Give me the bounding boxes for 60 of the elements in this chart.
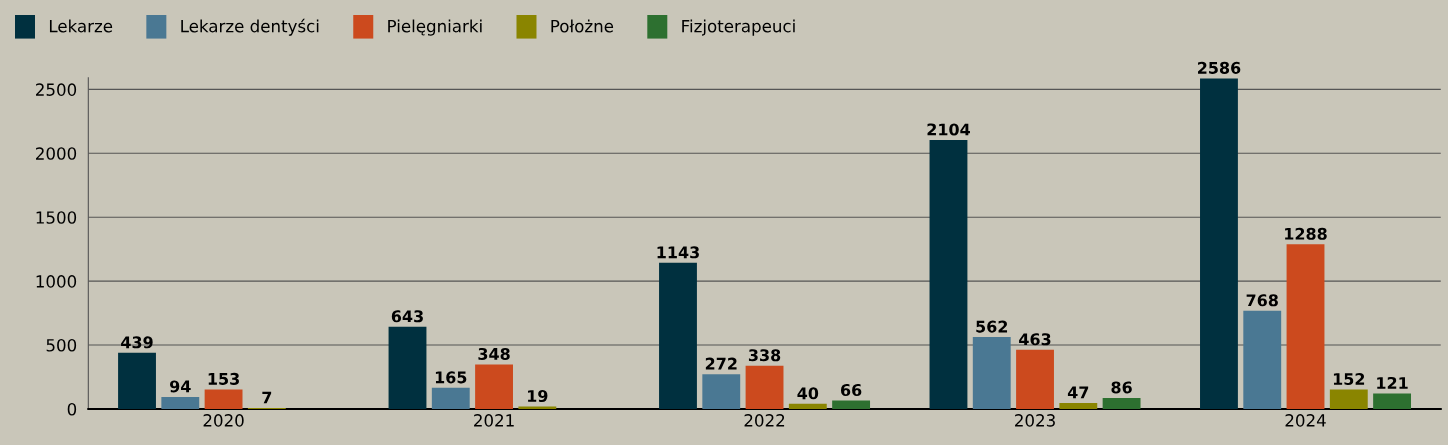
bar	[1373, 393, 1412, 409]
data-label: 348	[478, 347, 510, 360]
data-label: 768	[1246, 294, 1278, 307]
data-label: 2586	[1198, 61, 1241, 74]
bar	[1329, 389, 1368, 409]
bar	[745, 365, 784, 409]
y-tick-label: 1000	[36, 275, 77, 288]
bar	[972, 337, 1011, 409]
data-label: 1143	[657, 246, 699, 259]
data-label: 439	[121, 336, 153, 349]
x-tick-label: 2020	[203, 414, 244, 427]
y-tick-label: 500	[46, 339, 77, 352]
bar	[388, 326, 427, 409]
bar	[1016, 349, 1054, 409]
bar	[118, 352, 156, 409]
legend-label: Fizjoterapeuci	[682, 19, 795, 36]
bar	[788, 403, 827, 409]
bar	[1059, 402, 1098, 409]
bar	[475, 364, 513, 409]
x-tick-label: 2022	[744, 414, 785, 427]
y-tick-label: 2500	[36, 83, 77, 96]
data-label: 153	[208, 372, 239, 385]
bar	[204, 389, 243, 409]
bar	[702, 374, 741, 409]
data-label: 94	[170, 380, 191, 393]
bar	[929, 140, 968, 409]
data-label: 272	[705, 357, 737, 370]
bar	[1200, 78, 1238, 409]
x-tick-label: 2021	[474, 414, 514, 427]
data-label: 2104	[927, 123, 970, 136]
legend-label: Lekarze dentyści	[181, 18, 319, 36]
data-label: 562	[976, 320, 1008, 333]
bar	[431, 387, 470, 409]
legend-label: Lekarze	[49, 19, 113, 33]
data-label: 643	[391, 310, 423, 323]
bar	[161, 396, 200, 409]
data-label: 1288	[1285, 227, 1327, 240]
y-tick-label: 2000	[36, 147, 77, 160]
bar	[832, 400, 871, 409]
data-label: 152	[1333, 372, 1365, 386]
data-label: 7	[262, 391, 272, 404]
data-label: 66	[840, 383, 862, 397]
bar	[1102, 397, 1141, 409]
bar	[1286, 244, 1325, 409]
bar	[1243, 310, 1282, 409]
y-tick-label: 0	[67, 402, 77, 416]
data-label: 47	[1067, 386, 1089, 399]
data-label: 338	[748, 349, 781, 362]
data-label: 86	[1111, 381, 1132, 394]
legend-label: Położne	[551, 19, 614, 33]
data-label: 121	[1377, 376, 1408, 389]
y-tick-label: 1500	[36, 211, 77, 224]
data-label: 40	[797, 387, 819, 400]
data-label: 165	[435, 371, 467, 384]
x-tick-label: 2023	[1015, 414, 1055, 427]
data-label: 19	[528, 389, 548, 403]
bar	[659, 262, 697, 409]
x-tick-label: 2024	[1285, 414, 1326, 427]
legend-label: Pielęgniarki	[388, 19, 482, 36]
data-label: 463	[1019, 333, 1051, 346]
